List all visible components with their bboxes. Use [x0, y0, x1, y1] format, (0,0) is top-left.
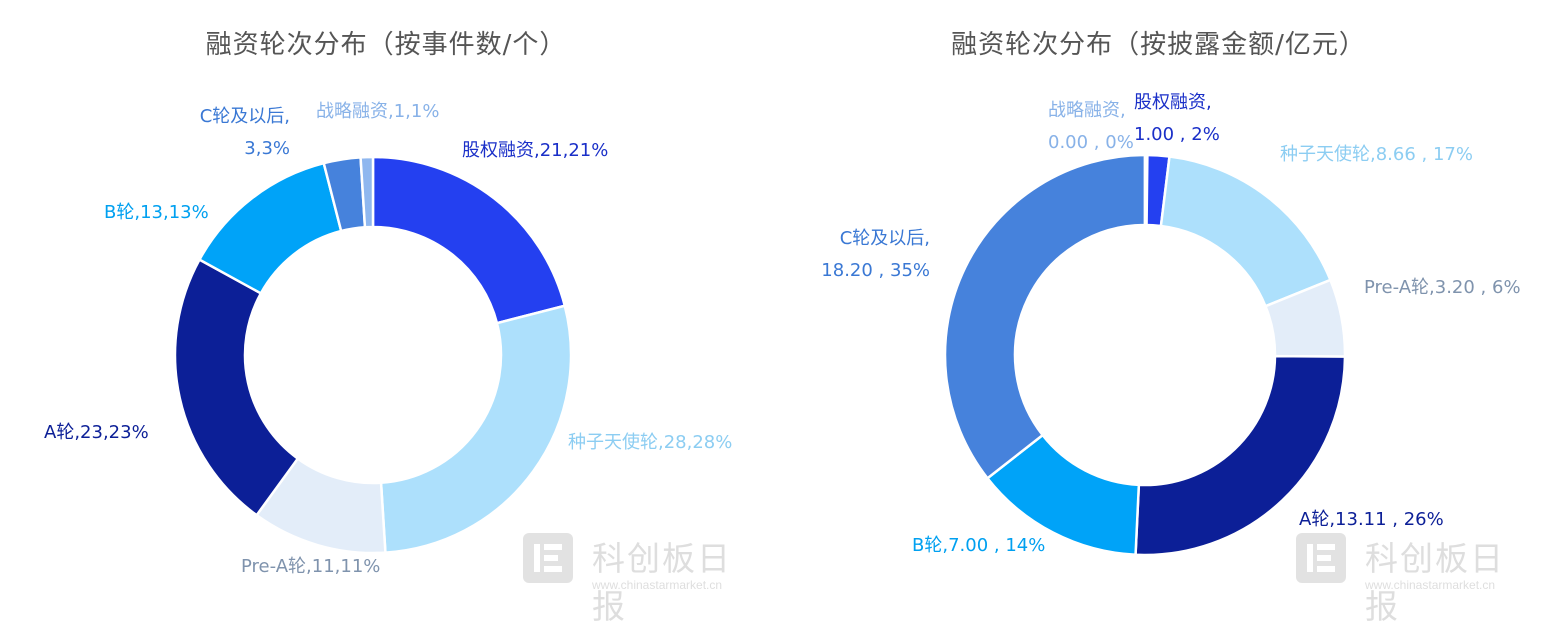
chart-title-right: 融资轮次分布（按披露金额/亿元） [951, 30, 1366, 60]
slice-label-0-1: 种子天使轮,28,28% [568, 432, 732, 453]
slice-label-0-5: C轮及以后, 3,3% [200, 106, 290, 159]
slice-label-1-6: 战略融资, 0.00 , 0% [1048, 100, 1134, 153]
watermark-logo-icon [1296, 533, 1346, 583]
chart-panel-right: 融资轮次分布（按披露金额/亿元） 股权融资, 1.00 , 2% 种子天使轮,8.6… [772, 0, 1545, 626]
donut-chart-by-count: 股权融资,21,21% 种子天使轮,28,28% Pre-A轮,11,11% A轮,2… [44, 101, 732, 577]
slice-1-3 [1134, 354, 1347, 557]
slice-0-3 [173, 257, 300, 517]
slice-0-0 [371, 155, 567, 325]
watermark-logo-icon [523, 533, 573, 583]
slice-label-0-3: A轮,23,23% [44, 422, 149, 443]
slice-label-1-5: C轮及以后, 18.20 , 35% [821, 228, 930, 281]
slice-1-1 [1159, 155, 1333, 308]
slice-0-1 [379, 304, 573, 554]
watermark-left: 科创板日报 www.chinastarmarket.cn [522, 530, 762, 626]
slice-0-6 [359, 155, 375, 229]
watermark-url: www.chinastarmarket.cn [592, 578, 723, 592]
slice-1-5 [943, 153, 1147, 481]
slice-label-1-3: A轮,13.11 , 26% [1299, 509, 1444, 530]
slice-label-1-2: Pre-A轮,3.20 , 6% [1364, 277, 1521, 298]
donut-chart-by-amount: 股权融资, 1.00 , 2% 种子天使轮,8.66 , 17% Pre-A轮,3.2… [821, 92, 1521, 557]
watermark-right: 科创板日报 www.chinastarmarket.cn [1295, 530, 1535, 626]
watermark-url: www.chinastarmarket.cn [1365, 578, 1496, 592]
chart-panel-left: 融资轮次分布（按事件数/个） 股权融资,21,21% 种子天使轮,28,28% Pr… [0, 0, 772, 626]
slice-label-0-2: Pre-A轮,11,11% [241, 556, 380, 577]
watermark-brand: 科创板日报 [1365, 539, 1505, 626]
slice-1-6 [1143, 153, 1149, 227]
slice-label-1-4: B轮,7.00 , 14% [912, 535, 1045, 556]
slice-label-0-6: 战略融资,1,1% [316, 101, 439, 122]
slice-label-0-0: 股权融资,21,21% [462, 140, 608, 161]
chart-title-left: 融资轮次分布（按事件数/个） [205, 30, 567, 60]
slice-label-0-4: B轮,13,13% [104, 202, 209, 223]
slice-label-1-1: 种子天使轮,8.66 , 17% [1280, 144, 1473, 165]
slice-label-1-0: 股权融资, 1.00 , 2% [1134, 92, 1220, 145]
watermark-brand: 科创板日报 [592, 539, 732, 626]
